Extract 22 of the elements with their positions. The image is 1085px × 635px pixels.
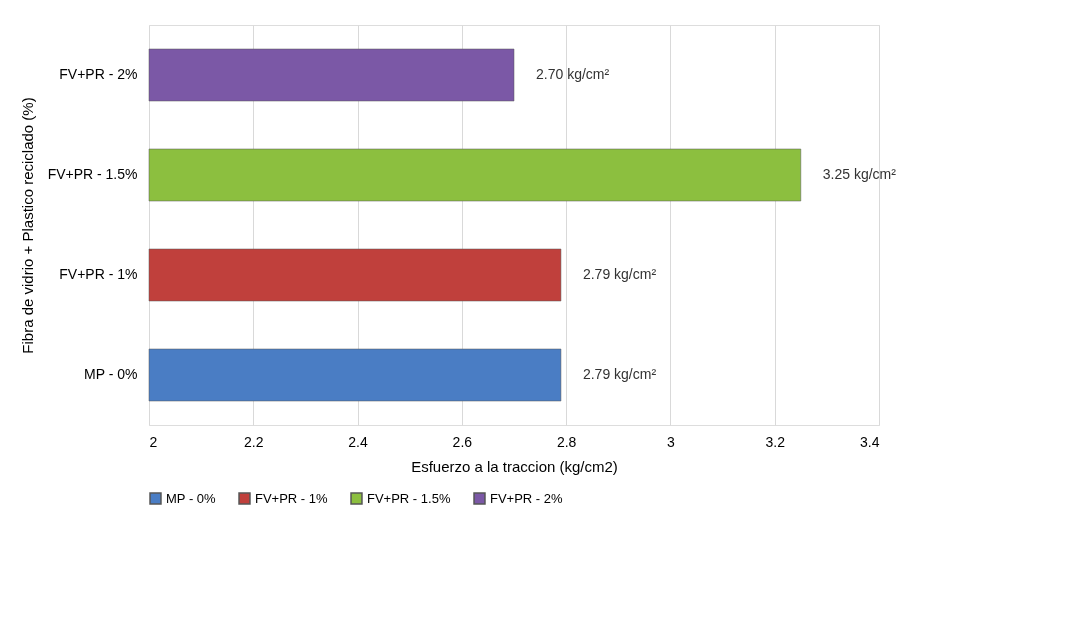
x-tick-label: 3.2 <box>765 433 786 450</box>
legend-label: FV+PR - 1.5% <box>367 490 451 506</box>
y-tick-label: FV+PR - 1% <box>59 266 138 282</box>
y-tick-label: FV+PR - 1.5% <box>47 166 138 182</box>
x-tick-label: 2.2 <box>244 433 264 450</box>
x-tick-label: 3 <box>667 433 676 450</box>
legend-label: MP - 0% <box>166 490 217 506</box>
data-label: 2.79 kg/cm² <box>582 366 657 382</box>
data-label: 3.25 kg/cm² <box>822 166 897 182</box>
y-tick-label: FV+PR - 2% <box>59 66 138 82</box>
data-label: 2.70 kg/cm² <box>536 66 610 82</box>
x-axis-title: Esfuerzo a la traccion (kg/cm2) <box>411 457 618 475</box>
data-label: 2.79 kg/cm² <box>582 266 657 282</box>
y-axis-title: Fibra de vidrio + Plastico reciclado (%) <box>18 97 36 354</box>
legend-label: FV+PR - 2% <box>490 490 564 506</box>
legend-label: FV+PR - 1% <box>255 490 329 506</box>
y-tick-label: MP - 0% <box>84 366 138 382</box>
x-tick-label: 2 <box>149 433 158 450</box>
x-tick-label: 2.8 <box>556 433 577 450</box>
x-tick-label: 2.6 <box>452 433 473 450</box>
x-tick-label: 3.4 <box>860 433 880 450</box>
x-tick-label: 2.4 <box>348 433 369 450</box>
